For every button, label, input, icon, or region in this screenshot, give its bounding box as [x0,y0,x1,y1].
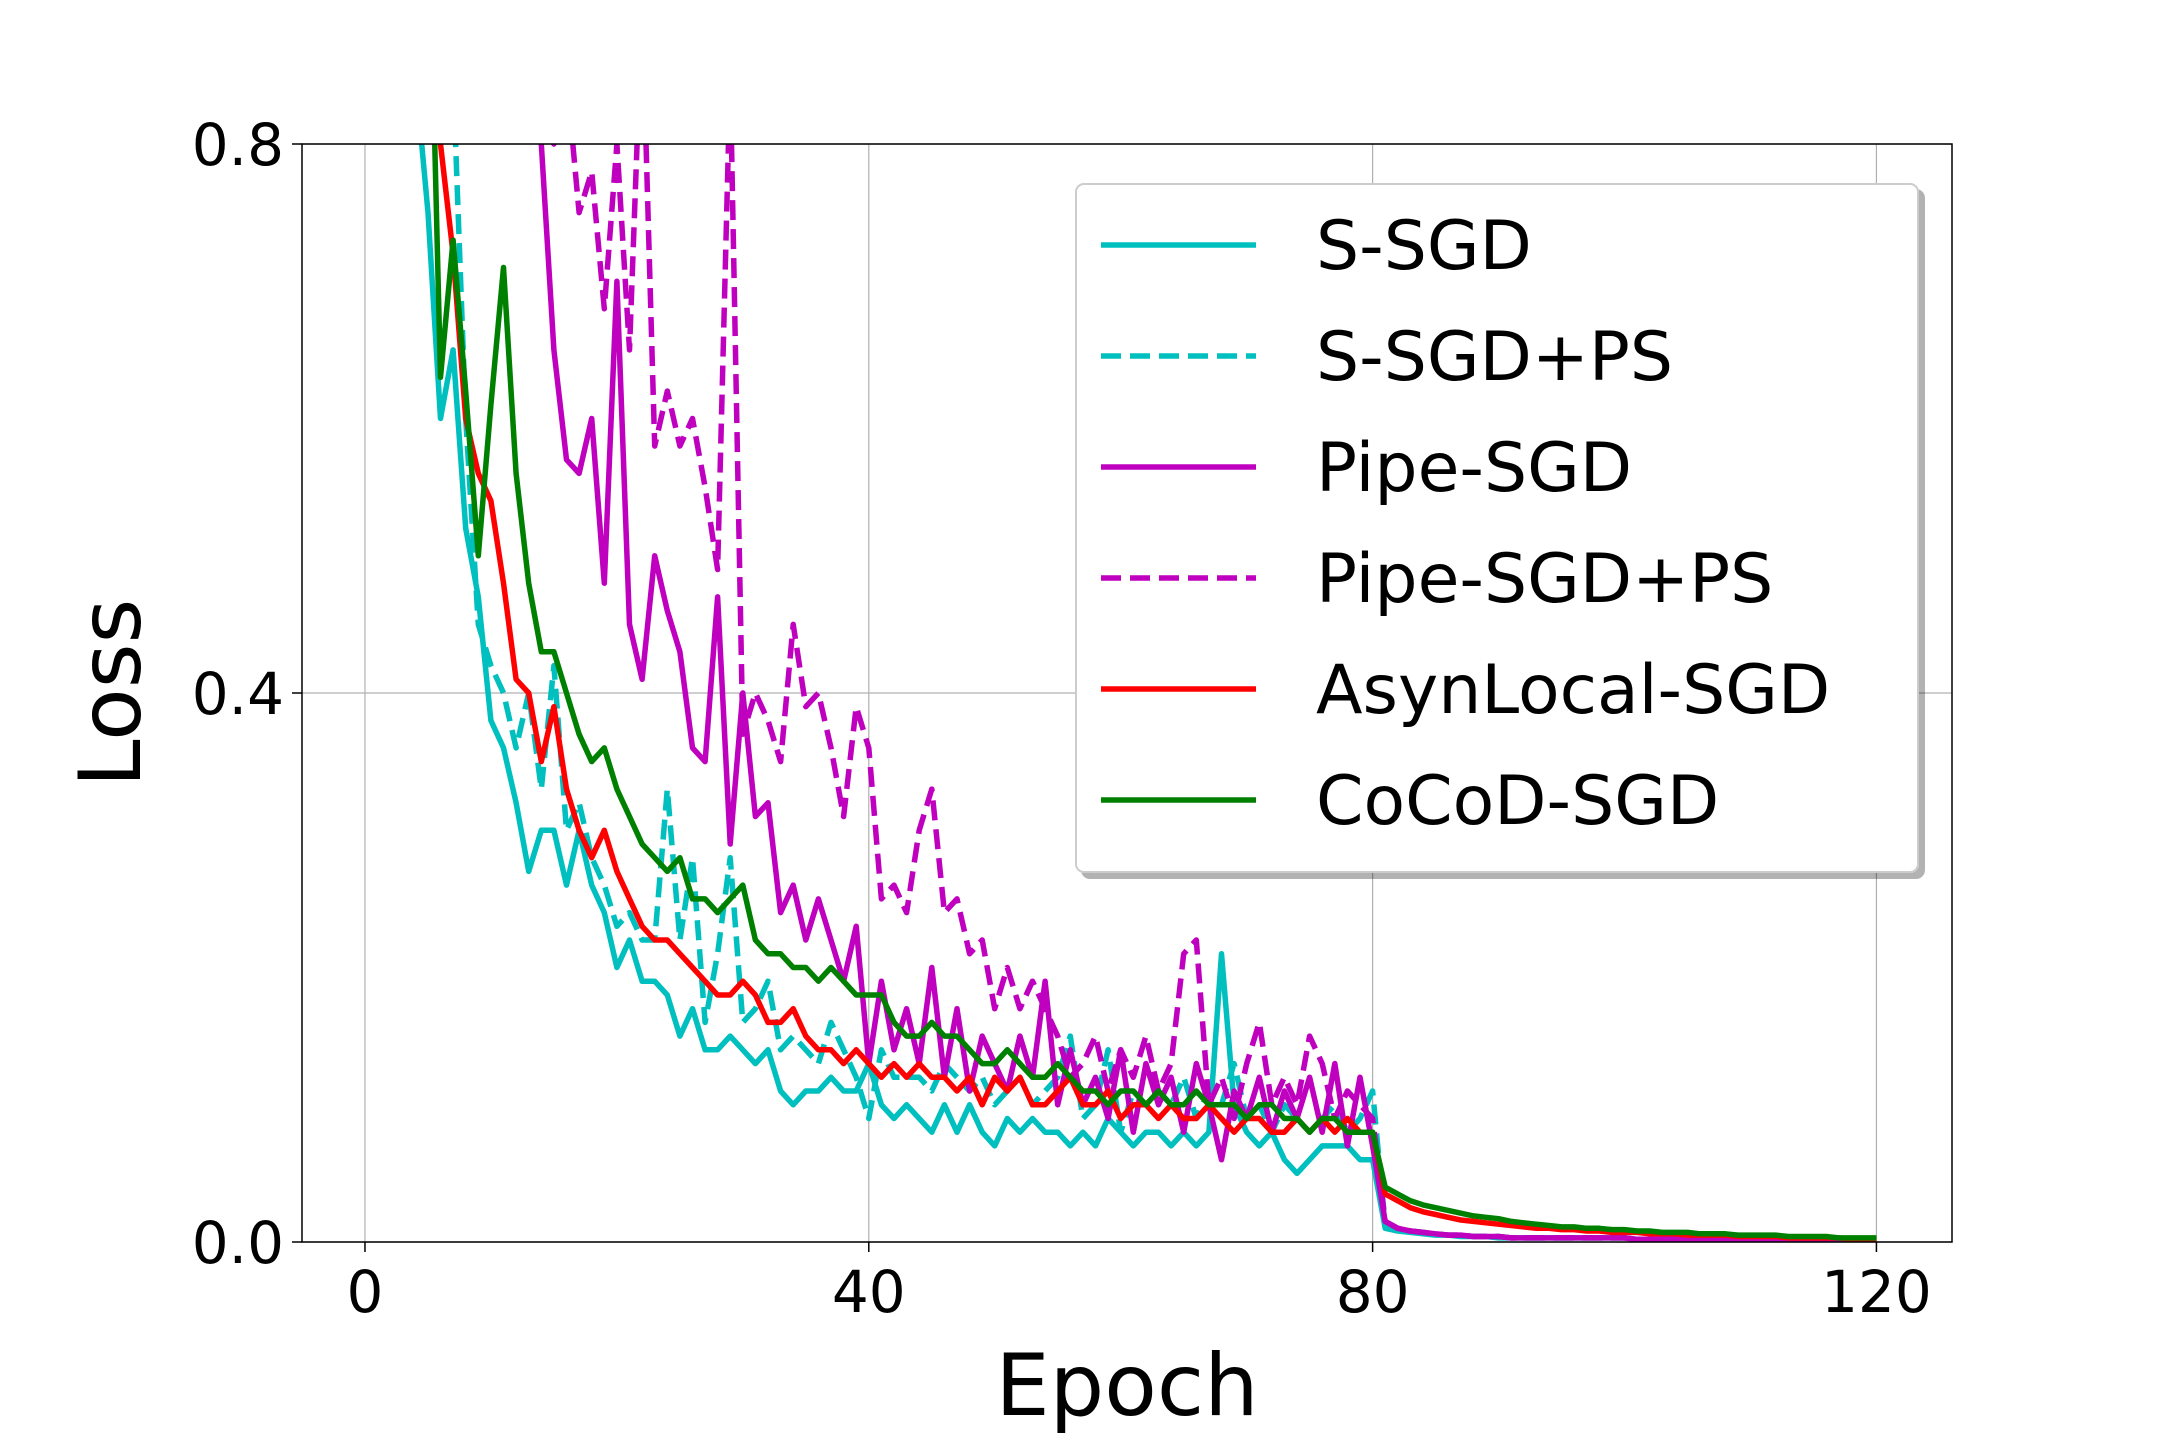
legend: S-SGD S-SGD+PS Pipe-SGD Pipe-SGD+PS AsynLoca… [1075,183,1919,873]
y-tick-label: 0.0 [192,1209,284,1277]
series-line [432,144,1877,1241]
legend-label: Pipe-SGD [1316,429,1632,508]
legend-label: CoCoD-SGD [1316,762,1719,841]
x-tick-label: 80 [1336,1258,1410,1326]
y-tick-label: 0.4 [192,660,284,728]
legend-label: Pipe-SGD+PS [1316,540,1773,619]
y-axis-label: Loss [61,599,161,788]
y-tick-label: 0.8 [192,111,284,179]
x-tick-label: 0 [347,1258,384,1326]
legend-label: S-SGD+PS [1316,318,1673,397]
plot-lines [418,144,1877,1242]
x-tick-label: 120 [1821,1258,1932,1326]
series-line [550,144,1877,1242]
legend-box [1075,183,1919,873]
legend-label: S-SGD [1316,207,1532,286]
series-line [538,144,1877,1242]
legend-label: AsynLocal-SGD [1316,651,1830,730]
x-axis-label: Epoch [995,1336,1258,1436]
ticks: 0 40 80 120 0.0 0.4 0.8 [192,111,1932,1326]
x-tick-label: 40 [832,1258,906,1326]
